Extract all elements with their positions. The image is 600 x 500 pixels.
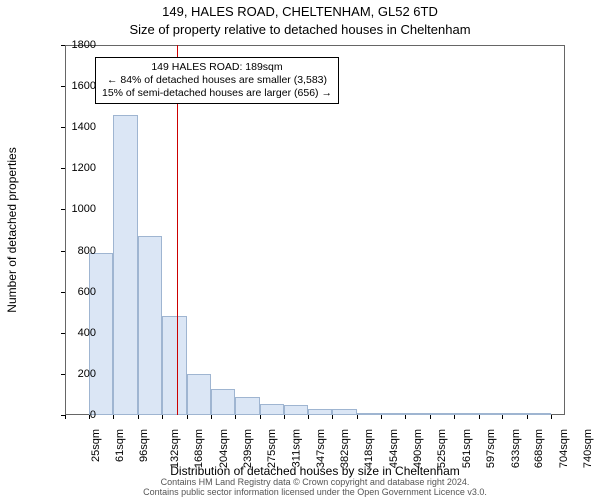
ytick-mark	[61, 45, 65, 46]
histogram-bar	[381, 413, 405, 415]
ytick-label: 1800	[72, 39, 96, 51]
histogram-bar	[405, 413, 429, 415]
xtick-label: 668sqm	[534, 429, 546, 468]
histogram-bar	[332, 409, 356, 415]
xtick-label: 311sqm	[290, 429, 302, 467]
histogram-bar	[502, 413, 526, 415]
ytick-mark	[61, 374, 65, 375]
title-sub: Size of property relative to detached ho…	[0, 22, 600, 37]
ytick-label: 1400	[72, 121, 96, 133]
ytick-label: 800	[78, 245, 96, 257]
xtick-label: 275sqm	[266, 429, 278, 468]
histogram-bar	[284, 405, 308, 415]
histogram-bar	[113, 115, 137, 415]
xtick-mark	[235, 415, 236, 419]
xtick-label: 418sqm	[363, 429, 375, 468]
xtick-label: 61sqm	[115, 429, 127, 462]
plot-area: 149 HALES ROAD: 189sqm← 84% of detached …	[65, 45, 565, 415]
xtick-mark	[430, 415, 431, 419]
xtick-mark	[405, 415, 406, 419]
x-axis-top-line	[65, 45, 565, 46]
y-axis-line	[65, 45, 66, 415]
y-axis-label: Number of detached properties	[5, 147, 19, 312]
xtick-mark	[162, 415, 163, 419]
histogram-bar	[527, 413, 551, 415]
ytick-label: 1600	[72, 80, 96, 92]
xtick-mark	[113, 415, 114, 419]
histogram-bar	[479, 413, 503, 415]
xtick-mark	[332, 415, 333, 419]
histogram-bar	[138, 236, 162, 415]
ytick-mark	[61, 333, 65, 334]
histogram-bar	[454, 413, 478, 415]
xtick-mark	[479, 415, 480, 419]
title-main: 149, HALES ROAD, CHELTENHAM, GL52 6TD	[0, 4, 600, 19]
xtick-label: 25sqm	[90, 429, 102, 462]
ytick-mark	[61, 292, 65, 293]
xtick-mark	[284, 415, 285, 419]
xtick-label: 704sqm	[558, 429, 570, 468]
y-axis-right-line	[564, 45, 565, 415]
xtick-mark	[138, 415, 139, 419]
annotation-line-2: ← 84% of detached houses are smaller (3,…	[102, 74, 332, 87]
footer-attribution: Contains HM Land Registry data © Crown c…	[65, 478, 565, 498]
ytick-label: 200	[78, 368, 96, 380]
xtick-mark	[211, 415, 212, 419]
ytick-mark	[61, 209, 65, 210]
xtick-label: 239sqm	[242, 429, 254, 468]
xtick-mark	[357, 415, 358, 419]
xtick-label: 454sqm	[388, 429, 400, 468]
xtick-mark	[527, 415, 528, 419]
xtick-label: 168sqm	[193, 429, 205, 468]
annotation-line-1: 149 HALES ROAD: 189sqm	[102, 61, 332, 74]
xtick-mark	[308, 415, 309, 419]
xtick-mark	[381, 415, 382, 419]
xtick-label: 597sqm	[485, 429, 497, 468]
chart-container: 149, HALES ROAD, CHELTENHAM, GL52 6TD Si…	[0, 0, 600, 500]
ytick-label: 600	[78, 286, 96, 298]
ytick-label: 1000	[72, 203, 96, 215]
xtick-mark	[260, 415, 261, 419]
annotation-line-3: 15% of semi-detached houses are larger (…	[102, 87, 332, 100]
xtick-mark	[454, 415, 455, 419]
xtick-mark	[65, 415, 66, 419]
xtick-label: 490sqm	[412, 429, 424, 468]
xtick-label: 525sqm	[436, 429, 448, 468]
xtick-label: 382sqm	[339, 429, 351, 468]
histogram-bar	[308, 409, 332, 415]
histogram-bar	[211, 389, 235, 415]
ytick-label: 0	[90, 409, 96, 421]
xtick-label: 740sqm	[583, 429, 595, 468]
histogram-bar	[357, 413, 381, 415]
xtick-label: 132sqm	[169, 429, 181, 468]
xtick-mark	[502, 415, 503, 419]
ytick-mark	[61, 127, 65, 128]
histogram-bar	[162, 316, 186, 415]
histogram-bar	[430, 413, 454, 415]
xtick-label: 633sqm	[510, 429, 522, 468]
ytick-mark	[61, 86, 65, 87]
xtick-label: 96sqm	[138, 429, 150, 462]
xtick-label: 561sqm	[461, 429, 473, 468]
ytick-mark	[61, 168, 65, 169]
xtick-mark	[551, 415, 552, 419]
footer-line-2: Contains public sector information licen…	[65, 488, 565, 498]
xtick-label: 204sqm	[218, 429, 230, 468]
xtick-label: 347sqm	[315, 429, 327, 468]
xtick-mark	[187, 415, 188, 419]
histogram-bar	[187, 374, 211, 415]
histogram-bar	[235, 397, 259, 416]
annotation-box: 149 HALES ROAD: 189sqm← 84% of detached …	[95, 57, 339, 104]
ytick-mark	[61, 251, 65, 252]
histogram-bar	[260, 404, 284, 415]
ytick-label: 400	[78, 327, 96, 339]
ytick-label: 1200	[72, 162, 96, 174]
